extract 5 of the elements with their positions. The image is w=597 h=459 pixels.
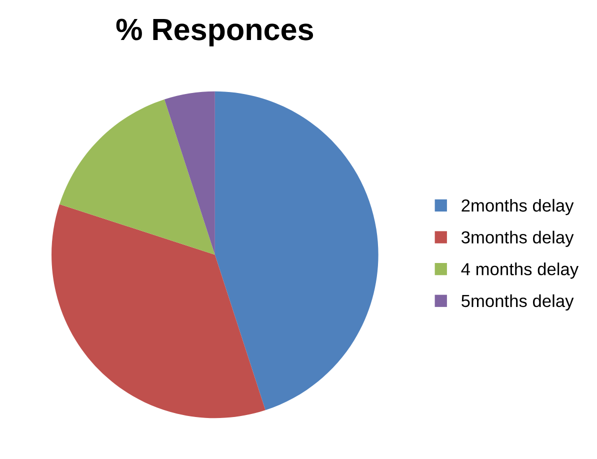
legend-label: 5months delay — [462, 294, 574, 311]
legend-label: 3months delay — [462, 230, 574, 247]
legend-label: 4 months delay — [461, 262, 579, 279]
legend-label: 2months delay — [462, 198, 574, 216]
chart-title: % Responces — [116, 18, 314, 46]
